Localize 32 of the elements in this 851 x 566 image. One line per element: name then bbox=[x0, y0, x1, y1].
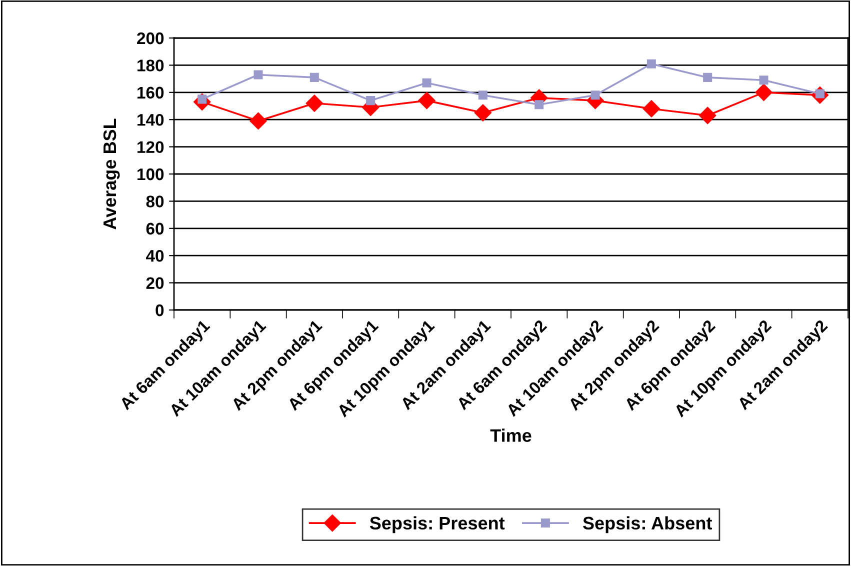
point bbox=[755, 84, 772, 101]
y-tick-label: 60 bbox=[146, 222, 164, 235]
point bbox=[306, 94, 323, 112]
x-axis-title: Time bbox=[490, 428, 532, 442]
point bbox=[474, 104, 492, 122]
point bbox=[250, 112, 267, 130]
point bbox=[254, 70, 263, 80]
point bbox=[422, 78, 432, 88]
point bbox=[418, 92, 436, 110]
point bbox=[310, 72, 319, 82]
point bbox=[646, 59, 656, 68]
legend-label: Sepsis: Absent bbox=[582, 516, 712, 534]
point bbox=[642, 100, 660, 118]
y-tick-label: 140 bbox=[138, 114, 164, 126]
point bbox=[699, 106, 716, 124]
point bbox=[703, 72, 712, 82]
y-tick-label: 40 bbox=[146, 250, 164, 262]
y-tick-label: 120 bbox=[138, 141, 164, 154]
point bbox=[478, 90, 488, 100]
y-tick-label: 180 bbox=[138, 60, 164, 72]
y-tick-label: 0 bbox=[156, 304, 164, 316]
point bbox=[534, 100, 544, 110]
legend-label: Sepsis: Present bbox=[370, 516, 505, 534]
y-tick-label: 100 bbox=[138, 168, 164, 180]
point bbox=[759, 76, 768, 85]
y-tick-label: 20 bbox=[146, 277, 164, 290]
y-axis-title: Average BSL bbox=[103, 118, 120, 230]
y-tick-label: 80 bbox=[146, 196, 164, 208]
y-tick-label: 200 bbox=[137, 32, 164, 44]
y-tick-label: 160 bbox=[138, 86, 164, 99]
point bbox=[366, 96, 376, 106]
point bbox=[590, 90, 600, 100]
